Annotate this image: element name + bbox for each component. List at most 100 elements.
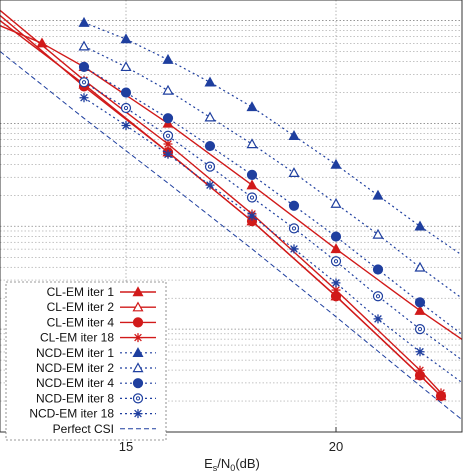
- data-point: [121, 120, 131, 130]
- data-point: [289, 244, 299, 254]
- series-8: [79, 93, 463, 384]
- legend-marker: [132, 301, 144, 312]
- legend-marker: [133, 333, 143, 343]
- series-line: [0, 25, 463, 340]
- x-axis: 15 20: [119, 427, 343, 454]
- data-point: [372, 264, 384, 275]
- legend-label: NCD-EM iter 2: [36, 361, 114, 375]
- legend-label: CL-EM iter 1: [47, 285, 115, 299]
- legend-marker: [132, 393, 144, 404]
- data-point: [331, 285, 341, 295]
- series-5: [78, 40, 463, 299]
- data-point: [120, 102, 132, 114]
- data-point: [204, 76, 216, 87]
- data-point-inner: [417, 327, 423, 332]
- data-point: [331, 278, 341, 288]
- data-point: [78, 77, 90, 88]
- series-9: [0, 51, 463, 421]
- data-point: [372, 228, 384, 239]
- data-point: [288, 223, 300, 234]
- legend-marker-inner: [135, 396, 141, 401]
- data-point: [373, 314, 383, 324]
- legend-marker: [132, 317, 144, 328]
- legend: CL-EM iter 1CL-EM iter 2CL-EM iter 4 CL-E…: [5, 281, 167, 441]
- legend-label: Perfect CSI: [53, 422, 114, 436]
- data-point: [205, 180, 215, 190]
- data-point: [246, 192, 258, 203]
- data-point: [436, 388, 446, 398]
- legend-label: CL-EM iter 4: [47, 315, 115, 329]
- data-point: [120, 61, 132, 72]
- data-point: [330, 243, 342, 254]
- data-point: [78, 16, 90, 27]
- series-line: [83, 97, 463, 384]
- series-line: [83, 66, 463, 335]
- data-point-inner: [291, 226, 297, 231]
- plot-frame: [0, 0, 463, 433]
- data-point: [414, 297, 426, 308]
- data-point: [162, 84, 174, 95]
- data-point: [330, 231, 342, 242]
- data-point-inner: [81, 80, 87, 85]
- data-point: [330, 158, 342, 169]
- data-point: [162, 53, 174, 64]
- legend-marker: [132, 286, 144, 297]
- data-point-inner: [207, 164, 213, 169]
- data-point-inner: [333, 259, 339, 264]
- data-point: [330, 197, 342, 208]
- data-point: [78, 61, 90, 72]
- data-point: [415, 347, 425, 357]
- data-point: [78, 40, 90, 51]
- data-point-inner: [165, 133, 171, 138]
- data-point: [79, 93, 89, 103]
- data-point: [288, 200, 300, 211]
- data-point: [163, 139, 173, 149]
- data-point-inner: [249, 195, 255, 200]
- legend-marker: [132, 347, 144, 357]
- series-line: [83, 81, 463, 361]
- data-point: [246, 101, 258, 112]
- legend-marker: [132, 378, 144, 389]
- data-point: [414, 220, 426, 231]
- legend-label: NCD-EM iter 8: [36, 391, 114, 405]
- data-point: [246, 138, 258, 149]
- data-point-inner: [123, 105, 129, 111]
- data-point: [120, 33, 132, 44]
- series-7: [78, 77, 463, 361]
- data-point-inner: [375, 294, 381, 299]
- series-4: [78, 16, 463, 256]
- data-point: [288, 130, 300, 140]
- data-point: [163, 149, 173, 159]
- series-line: [0, 51, 463, 421]
- data-point: [414, 324, 426, 335]
- data-point: [204, 140, 216, 152]
- legend-label: NCD-EM iter 4: [36, 376, 114, 390]
- data-point: [162, 130, 174, 141]
- legend-label: NCD-EM iter 1: [36, 346, 114, 360]
- data-point: [414, 261, 426, 272]
- data-point: [120, 87, 132, 98]
- data-series: [0, 9, 463, 421]
- data-point: [372, 291, 384, 302]
- data-point: [247, 211, 257, 221]
- data-point: [288, 167, 300, 177]
- x-tick-label: 20: [329, 439, 343, 454]
- legend-label: CL-EM iter 18: [40, 331, 114, 345]
- legend-marker: [132, 362, 144, 373]
- x-axis-label: Es/N0(dB): [204, 456, 260, 473]
- legend-marker: [133, 409, 143, 419]
- data-point: [204, 111, 216, 122]
- data-point: [246, 179, 258, 190]
- series-6: [78, 61, 463, 335]
- data-point: [372, 189, 384, 200]
- data-point: [246, 169, 258, 180]
- data-point: [204, 161, 216, 172]
- data-point: [414, 304, 426, 315]
- legend-label: NCD-EM iter 18: [29, 407, 114, 421]
- legend-label: CL-EM iter 2: [47, 300, 115, 314]
- series-line: [83, 45, 463, 299]
- x-tick-label: 15: [119, 439, 133, 454]
- data-point: [162, 113, 174, 124]
- data-point: [415, 365, 425, 375]
